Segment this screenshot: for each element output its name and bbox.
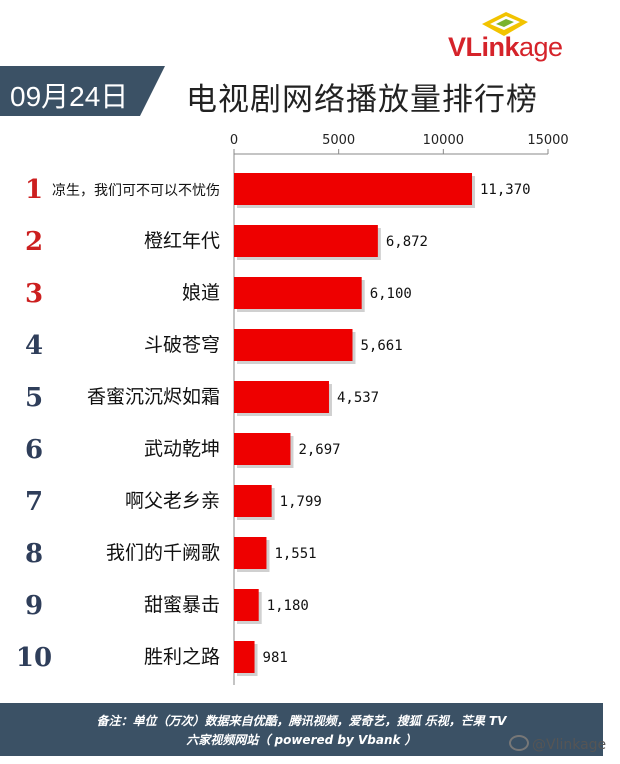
rank-number: 4 [25,331,43,361]
data-label: 5,661 [361,338,403,354]
data-label: 4,537 [337,390,379,406]
x-tick-label: 0 [230,133,238,148]
bar [234,641,255,673]
category-label: 斗破苍穹 [144,334,220,356]
bar [234,225,378,257]
vlinkage-logo: VLinkage [448,10,608,70]
weibo-icon [509,735,529,751]
data-label: 1,551 [274,546,316,562]
data-label: 1,180 [267,598,309,614]
rank-number: 8 [25,539,43,569]
category-label: 武动乾坤 [144,438,220,460]
rank-number: 10 [16,643,52,673]
weibo-watermark: @Vlinkage [509,735,606,753]
category-label: 橙红年代 [144,230,220,252]
footer-line-2: 六家视频网站（ powered by Vbank ） [186,733,417,747]
data-label: 1,799 [280,494,322,510]
rank-number: 5 [25,383,43,413]
date-tag-shape [0,66,165,116]
rank-number: 9 [25,591,43,621]
rank-number: 7 [25,487,43,517]
category-label: 凉生，我们可不可以不忧伤 [52,183,220,199]
category-label: 娘道 [182,282,220,304]
bar [234,381,329,413]
rank-number: 1 [25,175,43,205]
bar [234,277,362,309]
bar [234,537,267,569]
bar [234,173,473,205]
x-tick-label: 15000 [527,133,568,148]
bar [234,433,291,465]
date-label: 09月24日 [10,81,129,112]
ranking-bar-chart: 0 5000 10000 15000 11,370 凉生，我们可不可以不忧伤 1 6,872 橙… [16,133,569,685]
bar [234,329,353,361]
data-label: 11,370 [480,182,531,198]
category-label: 甜蜜暴击 [144,594,220,616]
x-tick-label: 10000 [423,133,464,148]
category-label: 我们的千阙歌 [106,542,220,564]
data-label: 981 [263,650,288,666]
category-label: 香蜜沉沉烬如霜 [87,386,220,408]
category-label: 胜利之路 [144,646,220,668]
rank-number: 3 [25,279,43,309]
footer-line-1: 备注：单位（万次）数据来自优酷，腾讯视频，爱奇艺，搜狐 乐视，芒果 TV [96,714,507,728]
category-label: 啊父老乡亲 [125,490,220,512]
data-label: 6,872 [386,234,428,250]
bar [234,589,259,621]
watermark-text: @Vlinkage [532,737,607,753]
data-label: 2,697 [298,442,340,458]
rank-number: 2 [25,227,43,257]
data-label: 6,100 [370,286,412,302]
bar [234,485,272,517]
logo-emblem-icon [482,12,528,36]
page-title: 电视剧网络播放量排行榜 [186,82,538,118]
logo-text: VLinkage [448,32,563,62]
rank-number: 6 [25,435,43,465]
footer-note: 备注：单位（万次）数据来自优酷，腾讯视频，爱奇艺，搜狐 乐视，芒果 TV 六家视… [0,703,603,756]
x-tick-label: 5000 [322,133,355,148]
